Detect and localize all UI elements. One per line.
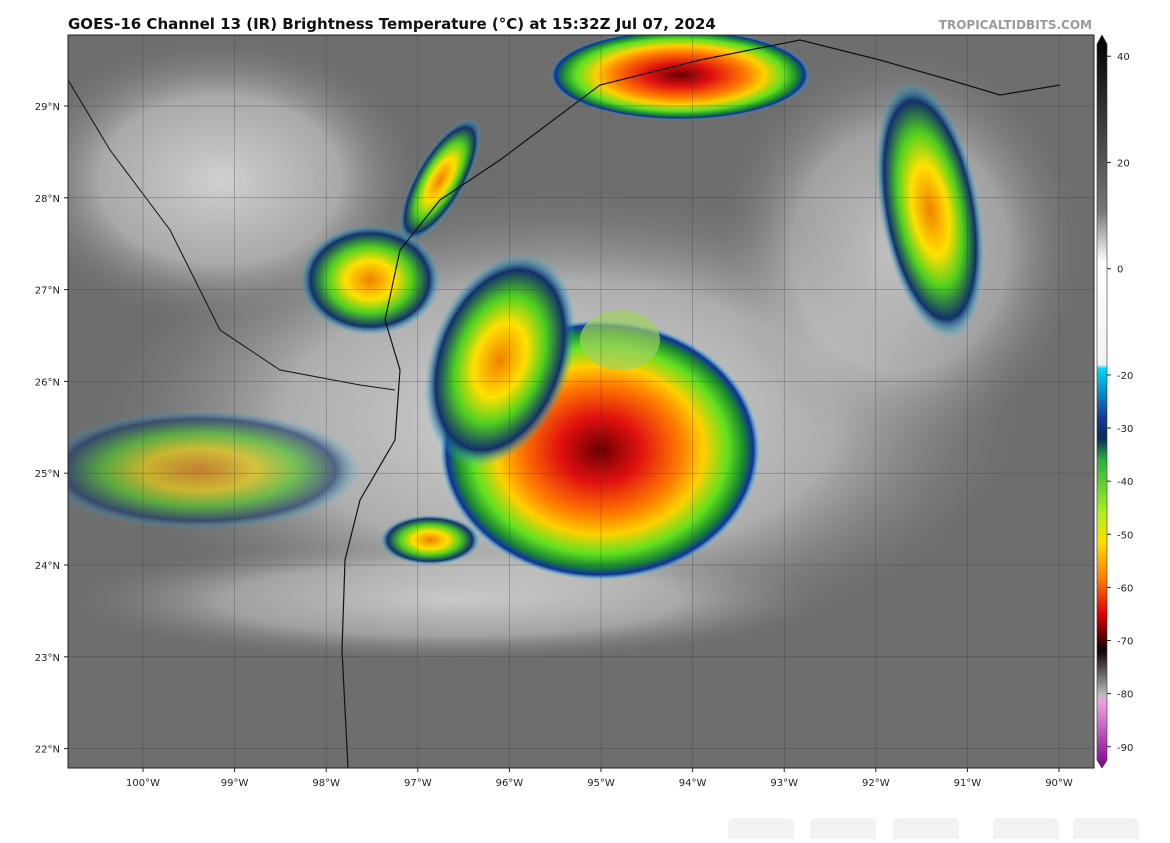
- button[interactable]: [893, 818, 959, 843]
- colorbar-label: -90: [1117, 743, 1133, 754]
- longitude-label: 90°W: [1045, 778, 1073, 789]
- colorbar-label: -80: [1117, 690, 1133, 701]
- longitude-label: 99°W: [221, 778, 249, 789]
- colorbar-label: 40: [1117, 52, 1130, 63]
- latitude-label: 22°N: [35, 745, 60, 756]
- button[interactable]: [810, 818, 876, 843]
- latitude-label: 28°N: [35, 194, 60, 205]
- longitude-label: 91°W: [954, 778, 982, 789]
- longitude-label: 93°W: [770, 778, 798, 789]
- map-title: GOES-16 Channel 13 (IR) Brightness Tempe…: [68, 15, 716, 33]
- latitude-label: 26°N: [35, 377, 60, 388]
- button[interactable]: [728, 818, 794, 843]
- colorbar-label: -20: [1117, 371, 1133, 382]
- latitude-label: 23°N: [35, 653, 60, 664]
- graticule: [64, 35, 1094, 772]
- longitude-label: 97°W: [404, 778, 432, 789]
- colorbar-label: 0: [1117, 265, 1123, 276]
- latitude-label: 24°N: [35, 561, 60, 572]
- latitude-label: 27°N: [35, 286, 60, 297]
- longitude-label: 96°W: [496, 778, 524, 789]
- longitude-label: 98°W: [312, 778, 340, 789]
- colorbar: [1096, 34, 1108, 769]
- toolbar: [728, 818, 1139, 843]
- button[interactable]: [1073, 818, 1139, 843]
- colorbar-label: -30: [1117, 424, 1133, 435]
- longitude-label: 100°W: [126, 778, 160, 789]
- longitude-label: 94°W: [679, 778, 707, 789]
- colorbar-label: 20: [1117, 158, 1130, 169]
- colorbar-label: -60: [1117, 583, 1133, 594]
- satellite-image: [68, 35, 1094, 768]
- latitude-label: 25°N: [35, 469, 60, 480]
- colorbar-label: -50: [1117, 530, 1133, 541]
- colorbar-label: -40: [1117, 477, 1133, 488]
- credit: TROPICALTIDBITS.COM: [939, 18, 1092, 32]
- button[interactable]: [993, 818, 1059, 843]
- longitude-label: 95°W: [587, 778, 615, 789]
- map-frame: [67, 34, 1095, 769]
- latitude-label: 29°N: [35, 102, 60, 113]
- colorbar-label: -70: [1117, 637, 1133, 648]
- longitude-label: 92°W: [862, 778, 890, 789]
